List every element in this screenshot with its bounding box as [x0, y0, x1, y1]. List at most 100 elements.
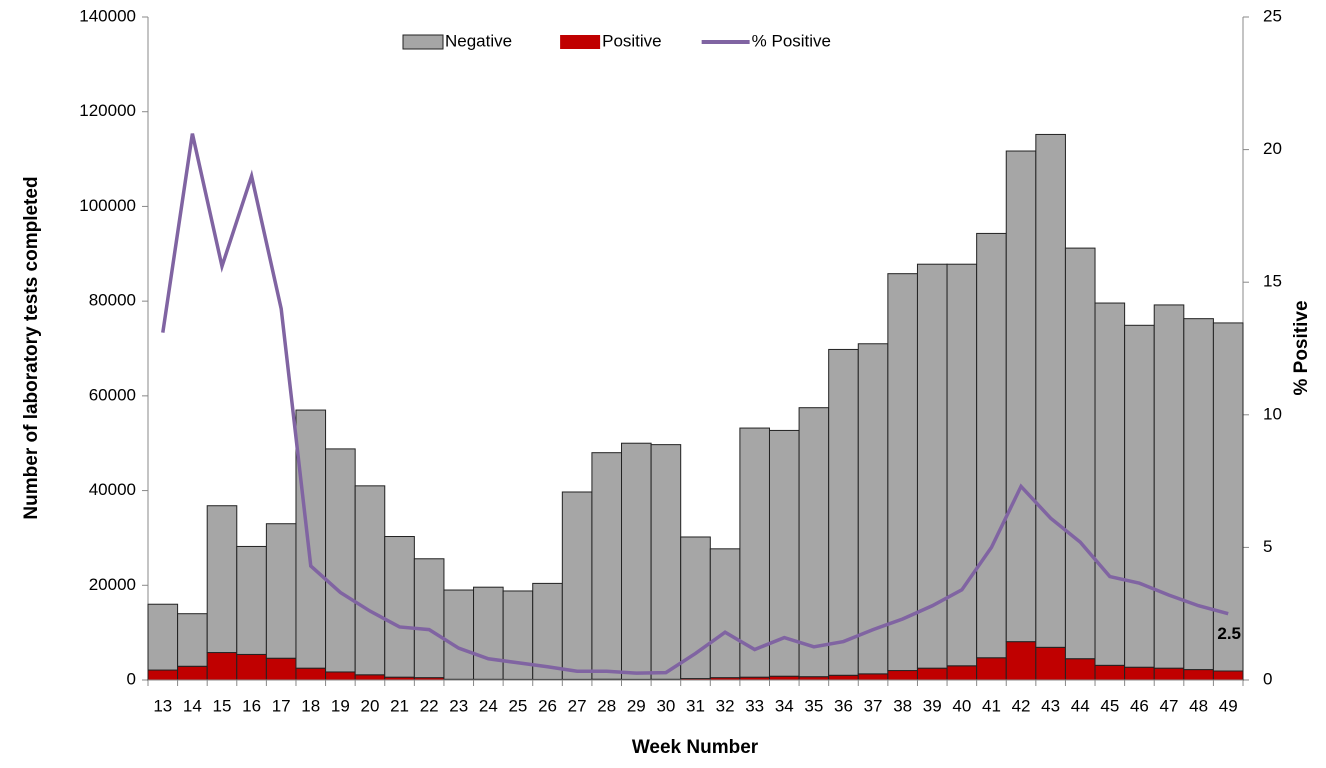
bar: [236, 653, 267, 681]
y-tick-label: 40000: [89, 480, 136, 499]
x-tick-label: 20: [360, 696, 379, 715]
x-tick-label: 35: [804, 696, 823, 715]
x-tick-label: 31: [686, 696, 705, 715]
bar: [443, 589, 475, 680]
bar: [1124, 324, 1155, 668]
y2-tick-label: 10: [1263, 404, 1282, 423]
bar: [1153, 667, 1185, 681]
legend-label: % Positive: [752, 31, 831, 50]
bar: [946, 263, 978, 667]
bar: [857, 343, 889, 675]
bar: [1153, 304, 1185, 669]
bar: [976, 657, 1007, 681]
x-tick-label: 14: [183, 696, 202, 715]
bar: [384, 536, 415, 678]
bar: [621, 442, 652, 680]
x-tick-label: 42: [1012, 696, 1031, 715]
bar: [916, 667, 948, 681]
bar: [1094, 664, 1126, 681]
bar: [1005, 641, 1037, 681]
y-tick-label: 120000: [79, 101, 136, 120]
x-tick-label: 49: [1219, 696, 1238, 715]
bar: [206, 652, 238, 681]
bar: [946, 665, 978, 681]
bar: [1212, 322, 1244, 672]
x-tick-label: 34: [775, 696, 794, 715]
bar: [976, 232, 1007, 659]
bar: [798, 407, 830, 678]
y2-tick-label: 15: [1263, 272, 1282, 291]
x-tick-label: 44: [1071, 696, 1090, 715]
x-tick-label: 37: [864, 696, 883, 715]
bar: [354, 674, 386, 681]
x-tick-label: 18: [301, 696, 320, 715]
bar: [177, 613, 208, 667]
bar: [295, 667, 327, 681]
bar: [354, 485, 386, 676]
bar: [591, 452, 623, 680]
x-tick-label: 48: [1189, 696, 1208, 715]
y2-tick-label: 25: [1263, 6, 1282, 25]
x-tick-label: 13: [153, 696, 172, 715]
bar: [857, 673, 889, 681]
bar: [502, 590, 534, 680]
x-tick-label: 27: [568, 696, 587, 715]
bar: [147, 669, 179, 681]
bar: [177, 665, 208, 681]
legend-swatch: [560, 35, 601, 49]
bar: [1094, 302, 1126, 666]
bar: [413, 558, 445, 679]
x-tick-label: 24: [479, 696, 498, 715]
legend-label: Negative: [445, 31, 512, 50]
y-tick-label: 80000: [89, 291, 136, 310]
y-tick-label: 60000: [89, 385, 136, 404]
bar: [650, 444, 682, 680]
x-axis-title: Week Number: [632, 737, 759, 758]
x-tick-label: 47: [1160, 696, 1179, 715]
bar: [532, 582, 563, 680]
bar: [325, 448, 356, 673]
bar: [561, 491, 593, 680]
x-tick-label: 43: [1041, 696, 1060, 715]
bar: [295, 409, 327, 669]
x-tick-label: 39: [923, 696, 942, 715]
bar: [709, 548, 741, 679]
bar: [265, 657, 297, 681]
bar: [1212, 670, 1244, 681]
legend-label: Positive: [602, 31, 662, 50]
y2-tick-label: 0: [1263, 669, 1272, 688]
bar: [680, 536, 711, 680]
x-tick-label: 25: [508, 696, 527, 715]
bar: [1124, 666, 1155, 681]
line: [161, 133, 1229, 675]
bar: [739, 427, 770, 678]
bar: [887, 670, 918, 681]
x-tick-label: 33: [745, 696, 764, 715]
x-tick-label: 22: [420, 696, 439, 715]
bar: [828, 348, 859, 676]
bar: [1064, 247, 1096, 660]
bar: [828, 674, 859, 681]
y-tick-label: 20000: [89, 575, 136, 594]
y2-tick-label: 20: [1263, 139, 1282, 158]
x-tick-label: 26: [538, 696, 557, 715]
y-axis-title: Number of laboratory tests completed: [21, 176, 42, 519]
x-tick-label: 29: [627, 696, 646, 715]
x-tick-label: 28: [597, 696, 616, 715]
bar: [768, 675, 800, 681]
x-tick-label: 21: [390, 696, 409, 715]
y-tick-label: 0: [127, 669, 136, 688]
bar: [1183, 669, 1214, 681]
bar: [887, 273, 918, 672]
x-tick-label: 23: [449, 696, 468, 715]
legend-swatch: [402, 34, 444, 50]
x-tick-label: 30: [656, 696, 675, 715]
y2-tick-label: 5: [1263, 537, 1272, 556]
y-tick-label: 100000: [79, 196, 136, 215]
bar: [325, 671, 356, 681]
x-tick-label: 15: [213, 696, 232, 715]
bar: [473, 586, 504, 680]
bar: [1035, 646, 1066, 681]
y-tick-label: 140000: [79, 6, 136, 25]
